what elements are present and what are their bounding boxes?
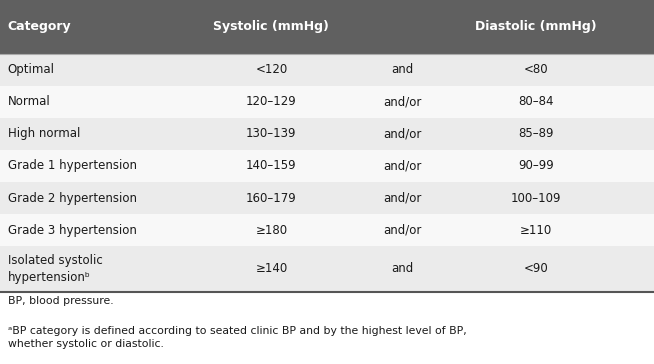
Text: Optimal: Optimal <box>8 63 55 76</box>
Text: 130–139: 130–139 <box>246 127 297 141</box>
Text: BP, blood pressure.: BP, blood pressure. <box>8 296 114 306</box>
Bar <box>0 214 654 246</box>
Text: and: and <box>391 262 413 275</box>
Text: ≥140: ≥140 <box>255 262 288 275</box>
Text: Diastolic (mmHg): Diastolic (mmHg) <box>475 20 597 33</box>
Text: 120–129: 120–129 <box>246 95 297 108</box>
Text: and: and <box>391 63 413 76</box>
Text: 100–109: 100–109 <box>511 191 562 205</box>
Text: 85–89: 85–89 <box>519 127 554 141</box>
Text: and/or: and/or <box>383 95 421 108</box>
Text: Grade 1 hypertension: Grade 1 hypertension <box>8 159 137 173</box>
Bar <box>0 0 654 54</box>
Text: Normal: Normal <box>8 95 50 108</box>
Bar <box>0 54 654 86</box>
Text: and/or: and/or <box>383 159 421 173</box>
Text: Systolic (mmHg): Systolic (mmHg) <box>213 20 330 33</box>
Bar <box>0 86 654 118</box>
Text: Isolated systolic
hypertensionᵇ: Isolated systolic hypertensionᵇ <box>8 254 103 284</box>
Text: Category: Category <box>8 20 71 33</box>
Text: 90–99: 90–99 <box>519 159 554 173</box>
Text: and/or: and/or <box>383 127 421 141</box>
Bar <box>0 118 654 150</box>
Text: 80–84: 80–84 <box>519 95 554 108</box>
Text: and/or: and/or <box>383 191 421 205</box>
Text: ≥180: ≥180 <box>255 223 288 237</box>
Bar <box>0 182 654 214</box>
Text: ᵃBP category is defined according to seated clinic BP and by the highest level o: ᵃBP category is defined according to sea… <box>8 326 466 349</box>
Bar <box>0 246 654 292</box>
Text: <120: <120 <box>255 63 288 76</box>
Text: Grade 2 hypertension: Grade 2 hypertension <box>8 191 137 205</box>
Text: <80: <80 <box>524 63 549 76</box>
Text: Grade 3 hypertension: Grade 3 hypertension <box>8 223 137 237</box>
Bar <box>0 150 654 182</box>
Text: ≥110: ≥110 <box>520 223 553 237</box>
Text: 140–159: 140–159 <box>246 159 297 173</box>
Text: and/or: and/or <box>383 223 421 237</box>
Text: 160–179: 160–179 <box>246 191 297 205</box>
Text: High normal: High normal <box>8 127 80 141</box>
Text: <90: <90 <box>524 262 549 275</box>
